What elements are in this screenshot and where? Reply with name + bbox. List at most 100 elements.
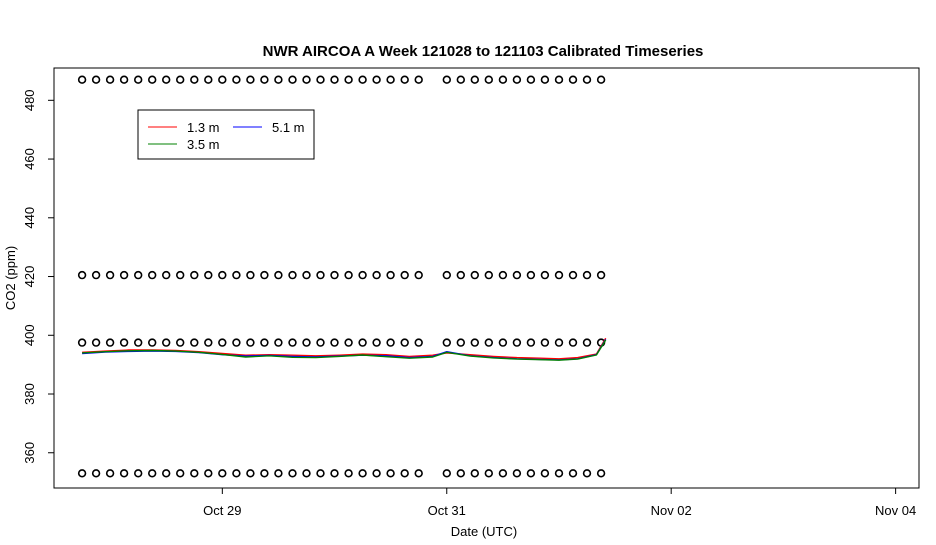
calibration-point [246, 469, 255, 478]
x-tick-label-oct-29: Oct 29 [203, 503, 241, 518]
calibration-point [386, 338, 395, 347]
calibration-point [498, 338, 508, 347]
calibration-point [176, 75, 185, 84]
calibration-point [484, 75, 493, 84]
calibration-point [582, 469, 592, 478]
y-tick-label-440: 440 [22, 207, 37, 229]
calibration-point [204, 75, 213, 84]
x-tick-label-oct-31: Oct 31 [428, 503, 466, 518]
legend-label-1-3m: 1.3 m [187, 120, 220, 135]
calibration-point [162, 75, 171, 84]
calibration-point [540, 75, 550, 84]
calibration-point [512, 270, 522, 280]
calibration-point [148, 75, 157, 84]
calibration-point [456, 338, 465, 347]
calibration-point [442, 338, 451, 347]
calibration-point [414, 338, 423, 347]
plot-frame [53, 67, 920, 489]
calibration-point [498, 469, 508, 478]
calibration-point [274, 338, 283, 347]
calibration-point [274, 270, 283, 280]
x-axis-label: Date (UTC) [451, 524, 517, 539]
calibration-point [554, 270, 564, 280]
calibration-point [134, 338, 143, 347]
calibration-point [302, 75, 311, 84]
calibration-point [344, 338, 353, 347]
calibration-point [456, 270, 465, 280]
calibration-point [554, 469, 564, 478]
calibration-point [176, 270, 185, 280]
calibration-point [344, 469, 353, 478]
calibration-point [204, 270, 213, 280]
calibration-point [372, 338, 381, 347]
calibration-point [316, 270, 325, 280]
calibration-point [302, 270, 311, 280]
y-axis-label: CO2 (ppm) [3, 246, 18, 310]
y-tick-label-400: 400 [22, 324, 37, 346]
calibration-point [232, 270, 241, 280]
calibration-point [274, 75, 283, 84]
calibration-point [568, 469, 578, 478]
calibration-point [568, 338, 578, 347]
calibration-point [260, 338, 269, 347]
calibration-point [91, 338, 101, 347]
calibration-point [372, 270, 381, 280]
legend-box [137, 109, 315, 160]
calibration-point [400, 75, 409, 84]
calibration-point [162, 469, 171, 478]
calibration-point [582, 270, 592, 280]
calibration-point [484, 270, 493, 280]
calibration-point [316, 75, 325, 84]
calibration-point [119, 75, 129, 84]
calibration-point [134, 270, 143, 280]
calibration-point [442, 270, 451, 280]
calibration-point [274, 469, 283, 478]
calibration-point [470, 338, 479, 347]
calibration-point [554, 75, 564, 84]
legend-label-3-5m: 3.5 m [187, 137, 220, 152]
calibration-point [484, 338, 493, 347]
calibration-point [358, 270, 367, 280]
calibration-point [288, 270, 297, 280]
calibration-point [344, 270, 353, 280]
calibration-point [330, 75, 339, 84]
calibration-point [148, 469, 157, 478]
calibration-point [162, 338, 171, 347]
calibration-point [358, 338, 367, 347]
calibration-point [344, 75, 353, 84]
calibration-point [540, 270, 550, 280]
calibration-point [190, 75, 199, 84]
calibration-point [119, 270, 129, 280]
legend-label-5-1m: 5.1 m [272, 120, 305, 135]
calibration-point [91, 75, 101, 84]
calibration-point [260, 75, 269, 84]
calibration-point [105, 75, 115, 84]
calibration-point [134, 75, 143, 84]
calibration-point [77, 75, 87, 84]
y-tick-label-480: 480 [22, 89, 37, 111]
calibration-point [330, 469, 339, 478]
calibration-point [414, 75, 423, 84]
calibration-point [302, 469, 311, 478]
series-lines [82, 337, 607, 361]
calibration-point [260, 469, 269, 478]
calibration-point [358, 469, 367, 478]
y-tick-label-420: 420 [22, 266, 37, 288]
calibration-point [484, 469, 493, 478]
calibration-point [512, 75, 522, 84]
calibration-point [596, 469, 606, 478]
calibration-point [512, 469, 522, 478]
calibration-point [148, 270, 157, 280]
calibration-point [386, 469, 395, 478]
calibration-point [568, 270, 578, 280]
calibration-point [246, 270, 255, 280]
calibration-point [105, 338, 115, 347]
y-tick-label-380: 380 [22, 383, 37, 405]
calibration-point [596, 75, 606, 84]
calibration-point [232, 469, 241, 478]
x-axis: Oct 29 Oct 31 Nov 02 Nov 04 [203, 488, 916, 518]
calibration-point [470, 75, 479, 84]
calibration-point [190, 469, 199, 478]
calibration-point [105, 270, 115, 280]
calibration-point [302, 338, 311, 347]
